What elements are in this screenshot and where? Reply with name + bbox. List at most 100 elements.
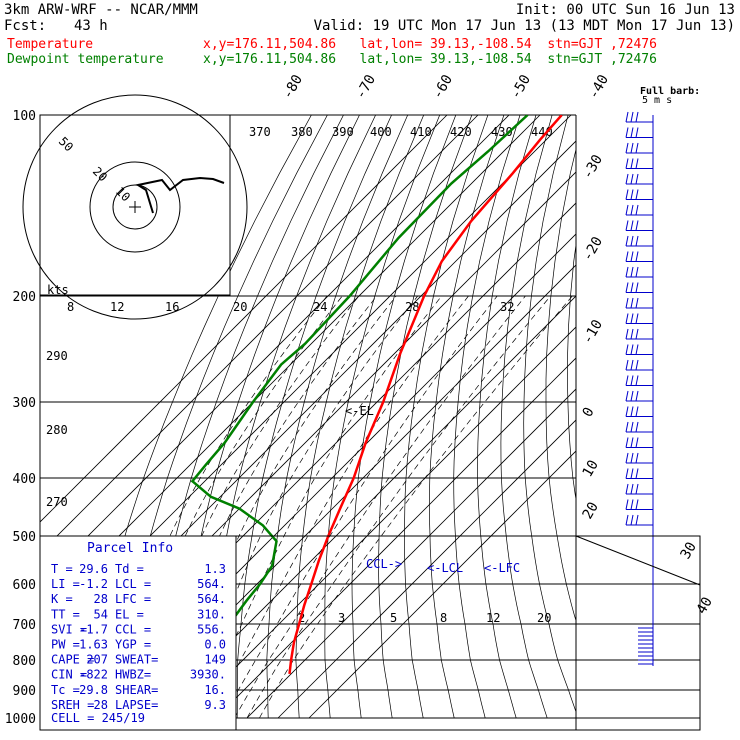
parcel-value-right: 16. (204, 683, 226, 697)
parcel-value-right: 1.3 (204, 562, 226, 576)
wind-barb (625, 328, 653, 340)
wind-barb-flag (635, 344, 639, 355)
parcel-value-left: -822 (79, 668, 108, 682)
wind-barb-flag (635, 313, 639, 324)
wind-barb (625, 158, 653, 169)
parcel-value-right: 3930. (190, 668, 226, 682)
wind-barb-flag (635, 406, 639, 417)
wind-barb-flag (630, 406, 634, 417)
parcel-label-left: TT = (51, 607, 80, 621)
wind-barb-flag (630, 452, 634, 464)
moist-adiabat (221, 295, 498, 719)
isotherm (246, 388, 576, 719)
wind-barb-flag (630, 375, 634, 386)
parcel-value-left: -1.2 (79, 577, 108, 591)
dry-adiabat (453, 115, 521, 719)
parcel-value-left: -1.7 (79, 622, 108, 636)
wind-barb (625, 313, 653, 324)
wind-barb-flag (635, 127, 639, 138)
wind-barb-flag (635, 328, 639, 340)
isotherm (153, 295, 576, 719)
wind-barb-flag (630, 514, 634, 526)
mixing-ratio-label: 3 (338, 611, 345, 625)
wind-barb (625, 483, 653, 495)
isotherm-label: 30 (678, 539, 700, 562)
wind-barb-flag (635, 468, 639, 479)
speed-scale-label: 8 (67, 300, 74, 314)
moist-adiabat (246, 295, 551, 719)
wind-barb-flag (635, 220, 639, 231)
hodograph-ring-50 (22, 94, 248, 320)
wind-barb (625, 452, 653, 464)
wind-barb-flag (625, 499, 629, 510)
wind-barb-flag (630, 359, 634, 371)
dry-adiabat (324, 115, 441, 719)
isotherm-label: -30 (580, 152, 607, 182)
wind-barb-flag (635, 189, 639, 200)
dry-adiabat (404, 115, 489, 719)
theta-label: 380 (291, 125, 313, 139)
pressure-label-300: 300 (13, 396, 36, 411)
wind-barb (625, 266, 653, 278)
theta-label: 400 (370, 125, 392, 139)
wind-barb-flag (630, 421, 634, 433)
theta-label: 370 (249, 125, 271, 139)
wind-barb-flag (630, 266, 634, 278)
parcel-label-left: SREH = (51, 698, 94, 712)
wind-barb-flag (635, 266, 639, 278)
theta-label: 410 (410, 125, 432, 139)
wind-barb-flag (635, 375, 639, 386)
moist-adiabat (135, 295, 343, 719)
speed-scale-label: 16 (165, 300, 179, 314)
forecast-hour: 43 h (74, 18, 108, 34)
wind-barb (625, 297, 653, 309)
parcel-label-right: LAPSE= (115, 698, 158, 712)
wind-barb-flag (635, 282, 639, 293)
init-time: Init: 00 UTC Sun 16 Jun 13 (515, 2, 735, 18)
el-annotation: <-EL (345, 404, 374, 418)
speed-scale-label: 20 (233, 300, 247, 314)
wind-barb-flag (625, 390, 629, 402)
wind-barb-flag (635, 111, 639, 123)
parcel-value-left: 28 (94, 592, 108, 606)
isotherm-label: 10 (580, 457, 602, 480)
pressure-label-800: 800 (13, 654, 36, 669)
isotherm (277, 419, 576, 719)
moist-adiabat (147, 295, 360, 719)
wind-barb-flag (625, 468, 629, 479)
wind-barb-flag (635, 251, 639, 262)
wind-barb-flag (635, 499, 639, 510)
isotherm (40, 115, 541, 616)
parcel-label-left: Tc = (51, 683, 80, 697)
wind-barb-flag (625, 514, 629, 526)
parcel-label-right: SWEAT= (115, 653, 158, 667)
wind-barb-flag (635, 158, 639, 169)
parcel-label-right: LCL = (115, 577, 151, 591)
parcel-label-right: Td = (115, 562, 144, 576)
parcel-label-left: T = (51, 562, 73, 576)
lcl-annotation: <-LCL (427, 561, 463, 575)
wind-barb-flag (625, 127, 629, 138)
isotherm (40, 115, 448, 523)
dry-adiabat (351, 115, 457, 719)
parcel-value-left: 29.8 (79, 683, 108, 697)
isotherm-label: -80 (280, 72, 307, 102)
model-title: 3km ARW-WRF -- NCAR/MMM (4, 2, 198, 18)
parcel-info-panel: Parcel Info T = 29.6 Td = 1.3 LI = -1.2 LCL = 5… (39, 535, 237, 731)
wind-barb-flag (630, 499, 634, 510)
mixing-ratio-label: 20 (537, 611, 551, 625)
parcel-label-left: PW = (51, 638, 80, 652)
wind-barb-flag (630, 313, 634, 324)
isotherm (40, 115, 510, 585)
wind-barb-flag (625, 142, 629, 154)
ccl-annotation: CCL-> (366, 557, 402, 571)
pressure-label-400: 400 (13, 472, 36, 487)
pressure-label-1000: 1000 (5, 712, 36, 727)
theta-label: 430 (491, 125, 513, 139)
wind-barb-flag (630, 189, 634, 200)
wind-barb-flag (635, 235, 639, 247)
wind-barb-flag (625, 328, 629, 340)
dry-adiabat (545, 147, 576, 622)
wind-barbs (625, 111, 654, 666)
